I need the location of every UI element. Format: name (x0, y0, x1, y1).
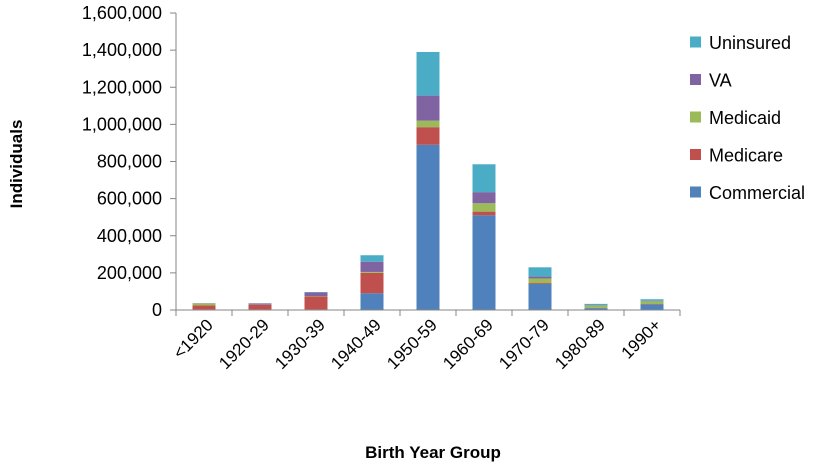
x-tick-label: 1960-69 (439, 315, 497, 373)
y-tick-label: 600,000 (97, 189, 162, 209)
y-tick-label: 400,000 (97, 226, 162, 246)
y-tick-label: 1,600,000 (82, 3, 162, 23)
bar-segment-medicare (360, 272, 384, 294)
bar-segment-uninsured (416, 51, 440, 96)
x-tick-label: 1950-59 (383, 315, 441, 373)
y-tick-label: 1,200,000 (82, 77, 162, 97)
bar-segment-commercial (416, 144, 440, 310)
bar-segment-uninsured (528, 267, 552, 277)
x-tick-label: 1980-89 (551, 315, 609, 373)
bar-segment-medicare (192, 305, 216, 310)
legend-label-medicaid: Medicaid (709, 108, 781, 128)
bar-segment-medicare (528, 283, 552, 285)
bar-segment-uninsured (360, 255, 384, 262)
y-tick-label: 0 (152, 300, 162, 320)
bar-segment-commercial (360, 293, 384, 310)
y-tick-label: 200,000 (97, 263, 162, 283)
legend-swatch-medicaid (690, 111, 701, 123)
bar-segment-uninsured (640, 299, 664, 301)
legend-swatch-commercial (690, 186, 701, 198)
bar-segment-uninsured (584, 303, 608, 306)
bar-segment-medicare (304, 296, 328, 310)
legend-swatch-va (690, 74, 701, 85)
bar-segment-medicaid (472, 203, 496, 212)
bar-segment-uninsured (472, 164, 496, 193)
bar-segment-medicaid (528, 278, 552, 284)
bar-segment-medicare (472, 211, 496, 216)
bar-segment-va (640, 300, 664, 302)
legend-swatch-uninsured (690, 36, 701, 48)
bar-segment-medicaid (640, 301, 664, 305)
bar-segment-commercial (584, 308, 608, 310)
bar-segment-va (472, 192, 496, 204)
legend-label-commercial: Commercial (709, 183, 805, 203)
y-tick-label: 1,400,000 (82, 40, 162, 60)
bar-segment-medicare (416, 127, 440, 145)
bar-segment-commercial (640, 304, 664, 310)
bar-segment-medicare (248, 304, 272, 310)
bar-segment-va (360, 261, 384, 272)
legend-swatch-medicare (690, 149, 701, 160)
legend-label-medicare: Medicare (709, 146, 783, 166)
x-tick-label: 1990+ (618, 315, 665, 362)
bar-segment-commercial (472, 215, 496, 310)
y-tick-label: 800,000 (97, 152, 162, 172)
bar-segment-va (304, 292, 328, 297)
x-tick-label: 1940-49 (327, 315, 385, 373)
bar-segment-medicaid (584, 305, 608, 308)
y-axis-title: Individuals (7, 120, 26, 209)
x-tick-label: 1970-79 (495, 315, 553, 373)
bar-segment-commercial (528, 284, 552, 310)
y-tick-label: 1,000,000 (82, 114, 162, 134)
x-axis-title: Birth Year Group (365, 443, 501, 462)
bar-segment-medicaid (360, 271, 384, 273)
legend-label-uninsured: Uninsured (709, 33, 791, 53)
bar-segment-va (248, 303, 272, 305)
x-tick-label: 1920-29 (215, 315, 273, 373)
bar-segment-medicaid (416, 120, 440, 128)
x-tick-label: 1930-39 (271, 315, 329, 373)
bar-segment-medicaid (192, 303, 216, 306)
legend-label-va: VA (709, 71, 732, 91)
bar-segment-va (416, 95, 440, 121)
bar-segment-va (528, 276, 552, 279)
x-tick-label: <1920 (170, 315, 217, 362)
